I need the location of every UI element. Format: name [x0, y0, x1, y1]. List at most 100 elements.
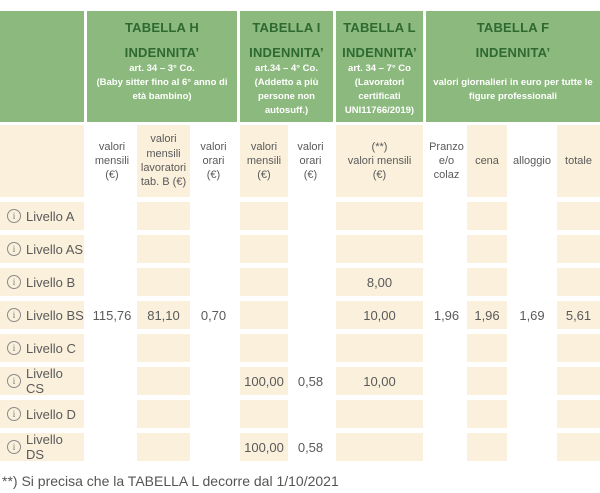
value-cell	[137, 334, 190, 362]
row-label-text: Livello DS	[26, 432, 63, 462]
value-cell	[240, 268, 288, 296]
group-title: TABELLA L	[343, 20, 416, 35]
value-cell	[467, 202, 507, 230]
value-cell	[190, 268, 237, 296]
group-note: (Lavoratori certificati UNI11766/2019)	[344, 77, 415, 116]
value-cell	[190, 202, 237, 230]
column-header: valori mensili (€)	[240, 125, 288, 197]
row-label-text: Livello C	[26, 340, 76, 356]
value-cell	[87, 400, 137, 428]
group-note: (Addetto a più persone non autosuff.)	[254, 77, 319, 116]
value-cell: 0,70	[190, 301, 237, 329]
info-icon[interactable]: i	[7, 275, 21, 289]
value-cell	[190, 433, 237, 461]
value-cell	[240, 202, 288, 230]
value-cell	[336, 235, 423, 263]
value-cell	[288, 400, 333, 428]
value-cell: 1,96	[426, 301, 467, 329]
value-cell	[467, 367, 507, 395]
value-cell	[467, 334, 507, 362]
value-cell: 1,69	[507, 301, 557, 329]
group-subtitle: INDENNITA’	[342, 45, 417, 60]
row-label-text: Livello D	[26, 406, 76, 422]
group-article: art.34 – 4° Co.	[255, 63, 318, 74]
value-cell	[87, 235, 137, 263]
value-cell	[426, 268, 467, 296]
row-label: i Livello DS	[0, 432, 84, 462]
group-subtitle: INDENNITA’	[475, 45, 551, 60]
value-cell: 100,00	[240, 367, 288, 395]
value-cell: 81,10	[137, 301, 190, 329]
value-cell	[336, 433, 423, 461]
value-cell	[288, 235, 333, 263]
column-header: (**) valori mensili (€)	[336, 125, 423, 197]
subheader-labels-spacer	[0, 125, 84, 197]
value-cell	[137, 268, 190, 296]
row-label-text: Livello AS	[26, 241, 84, 257]
value-cell	[190, 235, 237, 263]
value-cell	[557, 268, 600, 296]
info-icon[interactable]: i	[7, 440, 21, 454]
value-cell	[137, 367, 190, 395]
value-cell	[87, 433, 137, 461]
column-header: totale	[557, 125, 600, 197]
row-label-text: Livello B	[26, 274, 76, 290]
value-cell	[240, 235, 288, 263]
value-cell	[137, 202, 190, 230]
value-cell	[467, 235, 507, 263]
value-cell	[190, 334, 237, 362]
value-cell	[87, 367, 137, 395]
group-header-tabella-i: TABELLA I INDENNITA’ art.34 – 4° Co. (Ad…	[240, 11, 333, 122]
row-label: i Livello C	[0, 334, 84, 362]
info-icon[interactable]: i	[7, 407, 21, 421]
value-cell: 0,58	[288, 367, 333, 395]
footnote: **) Si precisa che la TABELLA L decorre …	[2, 473, 339, 489]
group-note: (Baby sitter fino al 6° anno di età bamb…	[96, 77, 228, 102]
value-cell	[87, 268, 137, 296]
value-cell	[137, 433, 190, 461]
group-title: TABELLA H	[124, 20, 199, 35]
value-cell	[240, 334, 288, 362]
value-cell: 10,00	[336, 367, 423, 395]
value-cell	[87, 334, 137, 362]
row-label: i Livello BS	[0, 301, 84, 329]
group-subtitle: INDENNITA’	[124, 45, 200, 60]
row-label: i Livello A	[0, 202, 84, 230]
value-cell	[137, 235, 190, 263]
value-cell	[336, 334, 423, 362]
group-article: art. 34 – 7° Co	[348, 63, 411, 74]
value-cell	[507, 400, 557, 428]
value-cell: 5,61	[557, 301, 600, 329]
group-title: TABELLA F	[476, 20, 550, 35]
info-icon[interactable]: i	[7, 341, 21, 355]
group-article: art. 34 – 3° Co.	[129, 63, 195, 74]
value-cell: 0,58	[288, 433, 333, 461]
value-cell	[467, 400, 507, 428]
info-icon[interactable]: i	[7, 242, 21, 256]
value-cell	[426, 202, 467, 230]
column-header: valori orari (€)	[288, 125, 333, 197]
value-cell	[557, 400, 600, 428]
row-label: i Livello AS	[0, 235, 84, 263]
group-article	[426, 62, 600, 75]
value-cell	[507, 202, 557, 230]
row-label: i Livello B	[0, 268, 84, 296]
row-label-text: Livello A	[26, 208, 75, 224]
row-label: i Livello CS	[0, 366, 84, 396]
value-cell	[137, 400, 190, 428]
group-header-tabella-h: TABELLA H INDENNITA’ art. 34 – 3° Co. (B…	[87, 11, 237, 122]
info-icon[interactable]: i	[7, 308, 21, 322]
value-cell	[507, 235, 557, 263]
info-icon[interactable]: i	[7, 374, 21, 388]
column-header: alloggio	[507, 125, 557, 197]
value-cell	[557, 367, 600, 395]
value-cell	[288, 202, 333, 230]
value-cell	[190, 367, 237, 395]
row-label-text: Livello CS	[26, 366, 63, 396]
value-cell	[507, 334, 557, 362]
value-cell	[240, 301, 288, 329]
value-cell: 8,00	[336, 268, 423, 296]
value-cell: 100,00	[240, 433, 288, 461]
column-header: valori orari (€)	[190, 125, 237, 197]
info-icon[interactable]: i	[7, 209, 21, 223]
